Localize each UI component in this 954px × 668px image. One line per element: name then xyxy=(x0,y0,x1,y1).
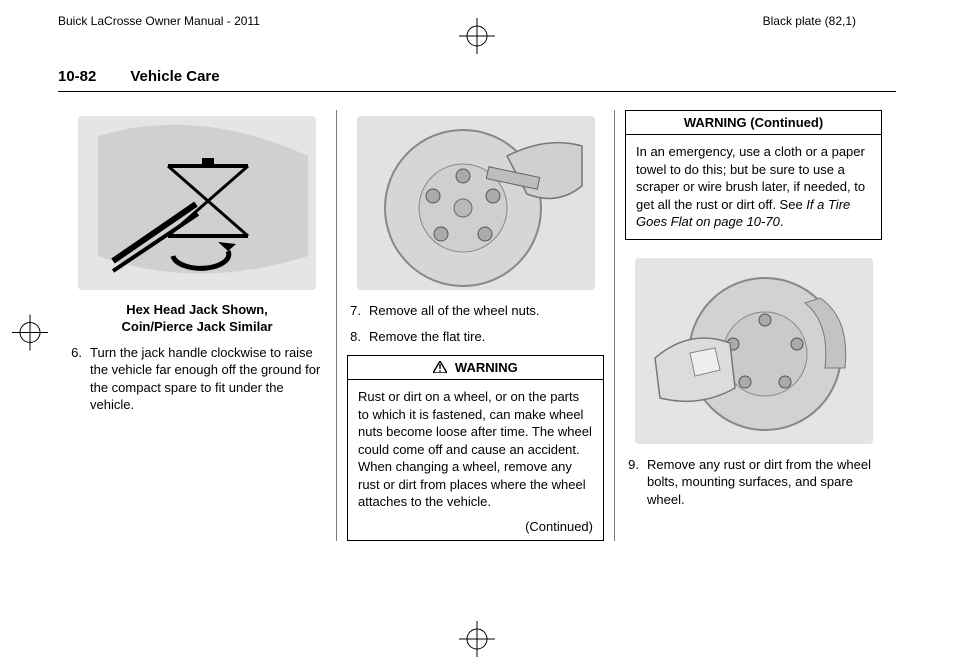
page-header: 10-82 Vehicle Care xyxy=(58,68,896,92)
figure-wheel-nuts xyxy=(357,116,595,290)
plate-label: Black plate (82,1) xyxy=(763,14,856,28)
step-text: Turn the jack handle clockwise to raise … xyxy=(90,344,326,414)
warning-box-continued: WARNING (Continued) In an emergency, use… xyxy=(625,110,882,240)
step-text: Remove all of the wheel nuts. xyxy=(369,302,540,320)
warning-label: WARNING (Continued) xyxy=(684,115,823,130)
warning-body: In an emergency, use a cloth or a paper … xyxy=(626,135,881,239)
step-9: 9. Remove any rust or dirt from the whee… xyxy=(625,456,882,509)
warning-title: WARNING (Continued) xyxy=(626,111,881,135)
manual-title: Buick LaCrosse Owner Manual - 2011 xyxy=(58,14,260,28)
column-2: 7. Remove all of the wheel nuts. 8. Remo… xyxy=(336,110,614,541)
warning-continued: (Continued) xyxy=(348,519,603,540)
step-8: 8. Remove the flat tire. xyxy=(347,328,604,346)
crop-mark-bottom xyxy=(459,621,495,660)
warning-body: Rust or dirt on a wheel, or on the parts… xyxy=(348,380,603,519)
step-number: 6. xyxy=(68,344,90,414)
step-text: Remove any rust or dirt from the wheel b… xyxy=(647,456,882,509)
figure-jack xyxy=(78,116,316,290)
page-number: 10-82 xyxy=(58,68,96,85)
section-title: Vehicle Care xyxy=(130,68,219,85)
step-6: 6. Turn the jack handle clockwise to rai… xyxy=(68,344,326,414)
figure-caption: Hex Head Jack Shown, Coin/Pierce Jack Si… xyxy=(72,302,322,336)
crop-mark-left xyxy=(12,315,48,354)
step-text: Remove the flat tire. xyxy=(369,328,485,346)
step-number: 9. xyxy=(625,456,647,509)
step-number: 7. xyxy=(347,302,369,320)
warning-box: WARNING Rust or dirt on a wheel, or on t… xyxy=(347,355,604,541)
warning-icon xyxy=(433,360,451,375)
step-7: 7. Remove all of the wheel nuts. xyxy=(347,302,604,320)
warning-title: WARNING xyxy=(348,356,603,380)
warning-label: WARNING xyxy=(455,360,518,375)
crop-mark-top xyxy=(459,18,495,57)
column-1: Hex Head Jack Shown, Coin/Pierce Jack Si… xyxy=(58,110,336,541)
step-number: 8. xyxy=(347,328,369,346)
column-3: WARNING (Continued) In an emergency, use… xyxy=(614,110,892,541)
figure-brake-hub xyxy=(635,258,873,444)
